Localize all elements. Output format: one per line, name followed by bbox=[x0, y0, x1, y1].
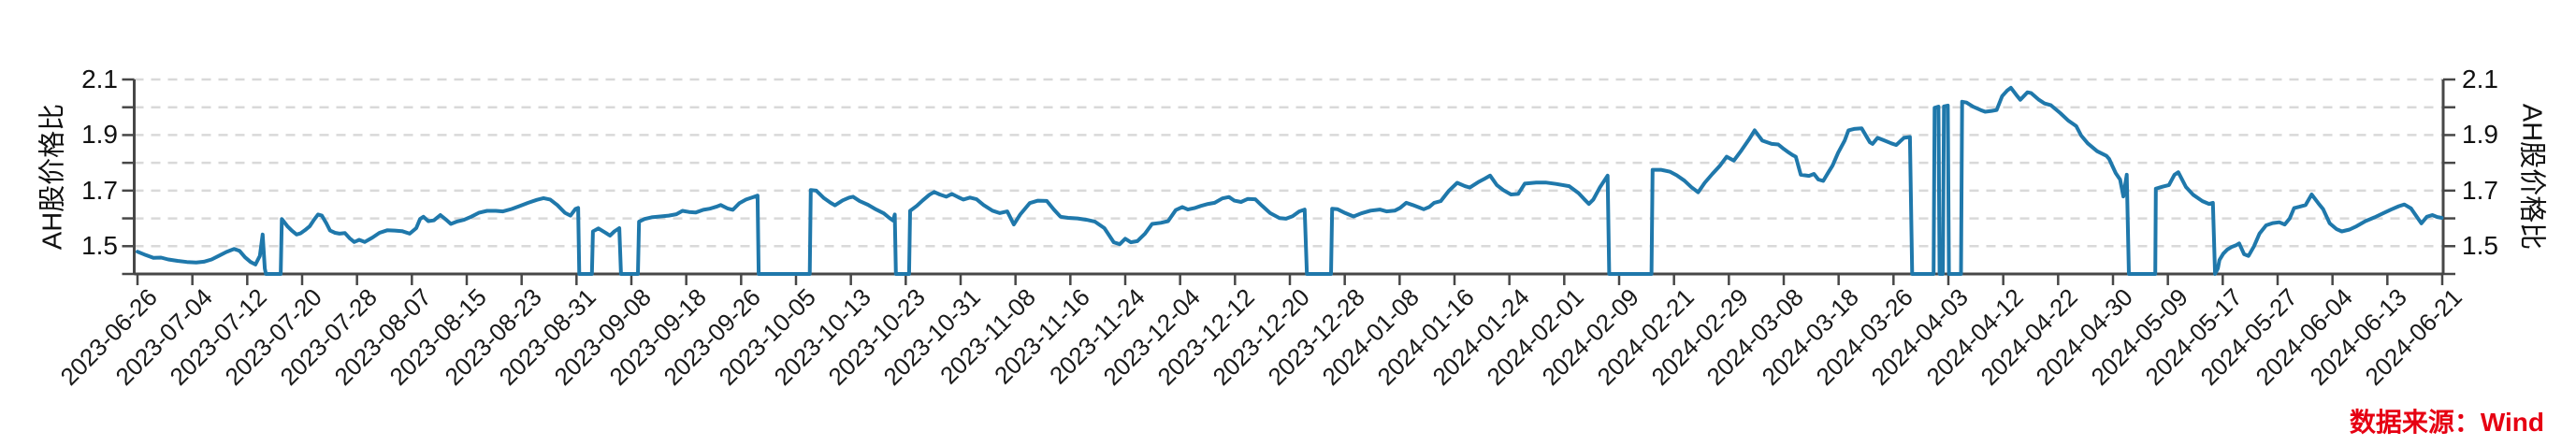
y-tick-label-right: 1.7 bbox=[2462, 175, 2498, 205]
y-tick-label-left: 1.9 bbox=[81, 120, 118, 150]
y-tick-label-right: 1.5 bbox=[2462, 231, 2498, 261]
y-tick-label-right: 1.9 bbox=[2462, 120, 2498, 150]
y-axis-label-right: AH股价格比 bbox=[2516, 103, 2547, 251]
price-ratio-line-series bbox=[136, 85, 2444, 276]
y-axis-label-left: AH股价格比 bbox=[37, 103, 68, 251]
y-tick-label-left: 2.1 bbox=[81, 65, 118, 94]
y-tick-label-left: 1.5 bbox=[81, 231, 118, 261]
y-tick-label-right: 2.1 bbox=[2462, 65, 2498, 94]
data-source-note: 数据来源：Wind bbox=[2349, 408, 2544, 437]
y-tick-label-left: 1.7 bbox=[81, 175, 118, 205]
